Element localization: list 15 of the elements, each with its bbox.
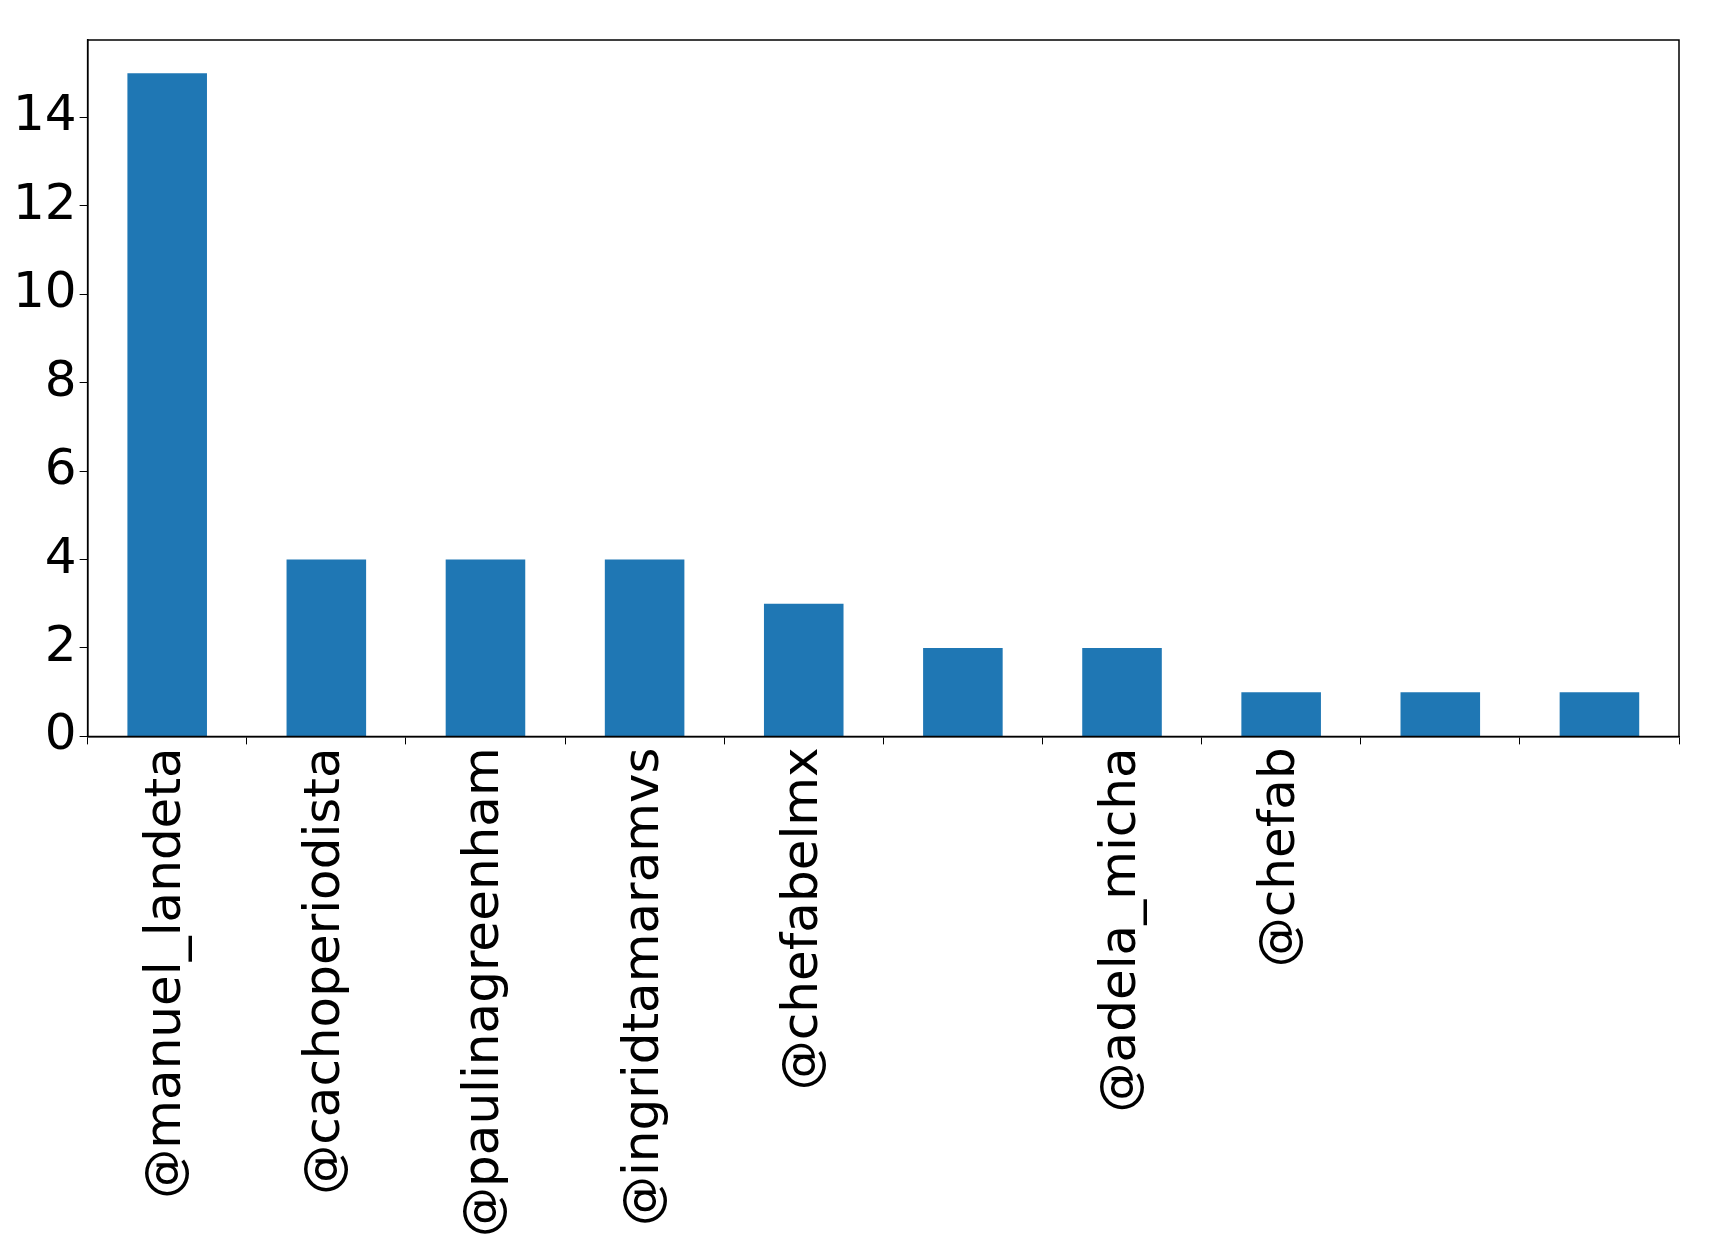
x-tick-label: @cachoperiodista <box>293 747 352 1195</box>
y-tick-label: 2 <box>44 614 77 673</box>
y-tick-label: 0 <box>44 703 77 762</box>
y-tick-label: 4 <box>44 526 77 585</box>
y-tick-label: 6 <box>44 438 77 497</box>
x-tick-label: @adela_micha <box>1089 747 1147 1113</box>
y-tick-label: 8 <box>44 349 77 408</box>
x-tick-label: @ingridtamaramvs <box>611 747 670 1227</box>
y-tick-label: 10 <box>13 261 77 320</box>
x-tick-label: @chefab <box>1248 747 1307 968</box>
x-tick-label: @chefabelmx <box>770 747 829 1091</box>
y-tick-label: 12 <box>13 172 77 231</box>
x-tick-label: @paulinagreenham <box>452 747 511 1237</box>
y-tick-label: 14 <box>13 84 77 143</box>
x-tick-label: @manuel_landeta <box>134 747 193 1199</box>
